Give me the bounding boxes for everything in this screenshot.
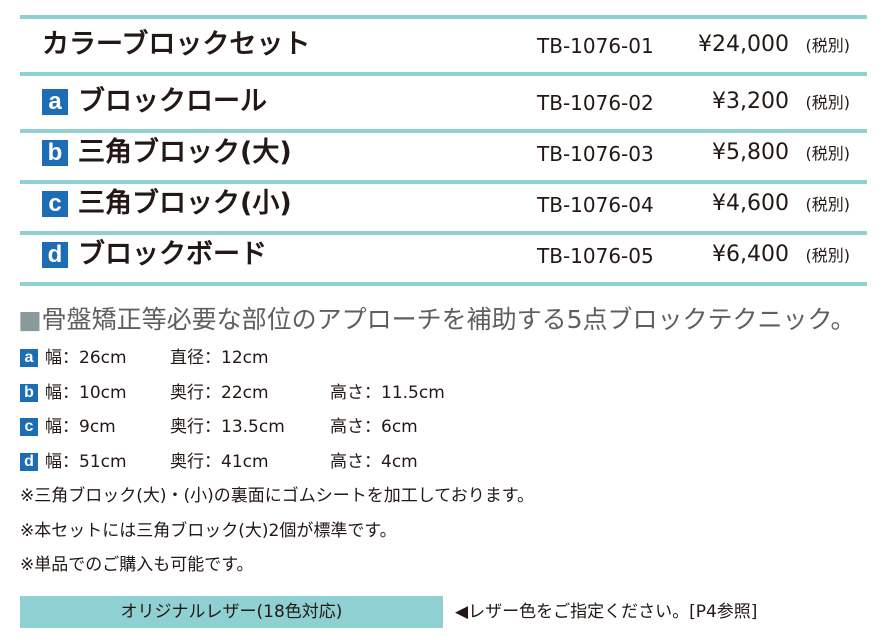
product-row: c 三角ブロック(小) TB-1076-04 ¥4,600 (税別) [20,179,867,229]
headline-marker: ■ [18,305,42,334]
product-name: ブロックロール [78,86,267,117]
product-tax: (税別) [805,93,851,112]
product-price: ¥4,600 [712,191,789,216]
product-tax: (税別) [805,36,851,55]
note: ※三角ブロック(大)・(小)の裏面にゴムシートを加工しております。 [20,486,535,506]
spec-item: 奥行：13.5cm [170,417,285,437]
spec-item: 高さ：4cm [330,451,418,472]
product-name: ブロックボード [78,239,267,270]
note: ※本セットには三角ブロック(大)2個が標準です。 [20,520,397,541]
rule [20,231,867,235]
spec-item: 高さ：6cm [330,417,418,437]
product-code: TB-1076-01 [537,34,654,58]
leather-note: ◀レザー色をご指定ください。[P4参照] [455,602,758,622]
spec-line: d 幅：51cm 奥行：41cm 高さ：4cm [20,449,620,475]
leather-label: オリジナルレザー(18色対応) [20,596,443,628]
product-price: ¥5,800 [712,140,789,165]
product-name: 三角ブロック(大) [78,137,292,168]
rule [20,72,867,76]
spec-badge: a [20,349,38,367]
spec-item: 幅：10cm [45,382,127,403]
product-row: d ブロックボード TB-1076-05 ¥6,400 (税別) [20,230,867,280]
rule [20,15,867,19]
spec-badge: c [20,418,38,436]
spec-item: 幅：9cm [45,417,116,437]
product-row: a ブロックロール TB-1076-02 ¥3,200 (税別) [20,77,867,127]
rule [20,129,867,133]
spec-item: 幅：51cm [45,451,127,472]
spec-badge: b [20,383,38,402]
product-badge: c [42,191,68,217]
spec-item: 直径：12cm [170,348,269,368]
spec-line: b 幅：10cm 奥行：22cm 高さ：11.5cm [20,380,620,406]
product-price: ¥3,200 [712,89,789,114]
product-tax: (税別) [805,144,851,163]
spec-line: a 幅：26cm 直径：12cm [20,345,620,371]
product-badge: a [42,89,68,115]
product-code: TB-1076-02 [537,91,654,115]
spec-badge: d [20,452,38,471]
product-row: カラーブロックセット TB-1076-01 ¥24,000 (税別) [20,20,867,70]
spec-item: 幅：26cm [45,348,127,368]
product-badge: d [42,242,68,268]
product-code: TB-1076-04 [537,193,654,217]
product-code: TB-1076-03 [537,142,654,166]
spec-item: 奥行：22cm [170,382,269,403]
rule [20,282,867,286]
product-tax: (税別) [805,195,851,214]
product-code: TB-1076-05 [537,244,654,268]
note: ※単品でのご購入も可能です。 [20,555,254,575]
product-price: ¥6,400 [712,242,789,267]
product-name: カラーブロックセット [42,29,311,60]
spec-item: 奥行：41cm [170,451,269,472]
product-name: 三角ブロック(小) [78,188,292,219]
rule [20,180,867,184]
product-badge: b [42,140,68,166]
headline-text: 骨盤矯正等必要な部位のアプローチを補助する5点ブロックテクニック。 [41,305,856,334]
spec-line: c 幅：9cm 奥行：13.5cm 高さ：6cm [20,414,620,440]
headline: ■骨盤矯正等必要な部位のアプローチを補助する5点ブロックテクニック。 [18,302,856,338]
product-price: ¥24,000 [698,32,789,57]
product-row: b 三角ブロック(大) TB-1076-03 ¥5,800 (税別) [20,128,867,178]
product-tax: (税別) [805,246,851,265]
spec-item: 高さ：11.5cm [330,382,445,403]
